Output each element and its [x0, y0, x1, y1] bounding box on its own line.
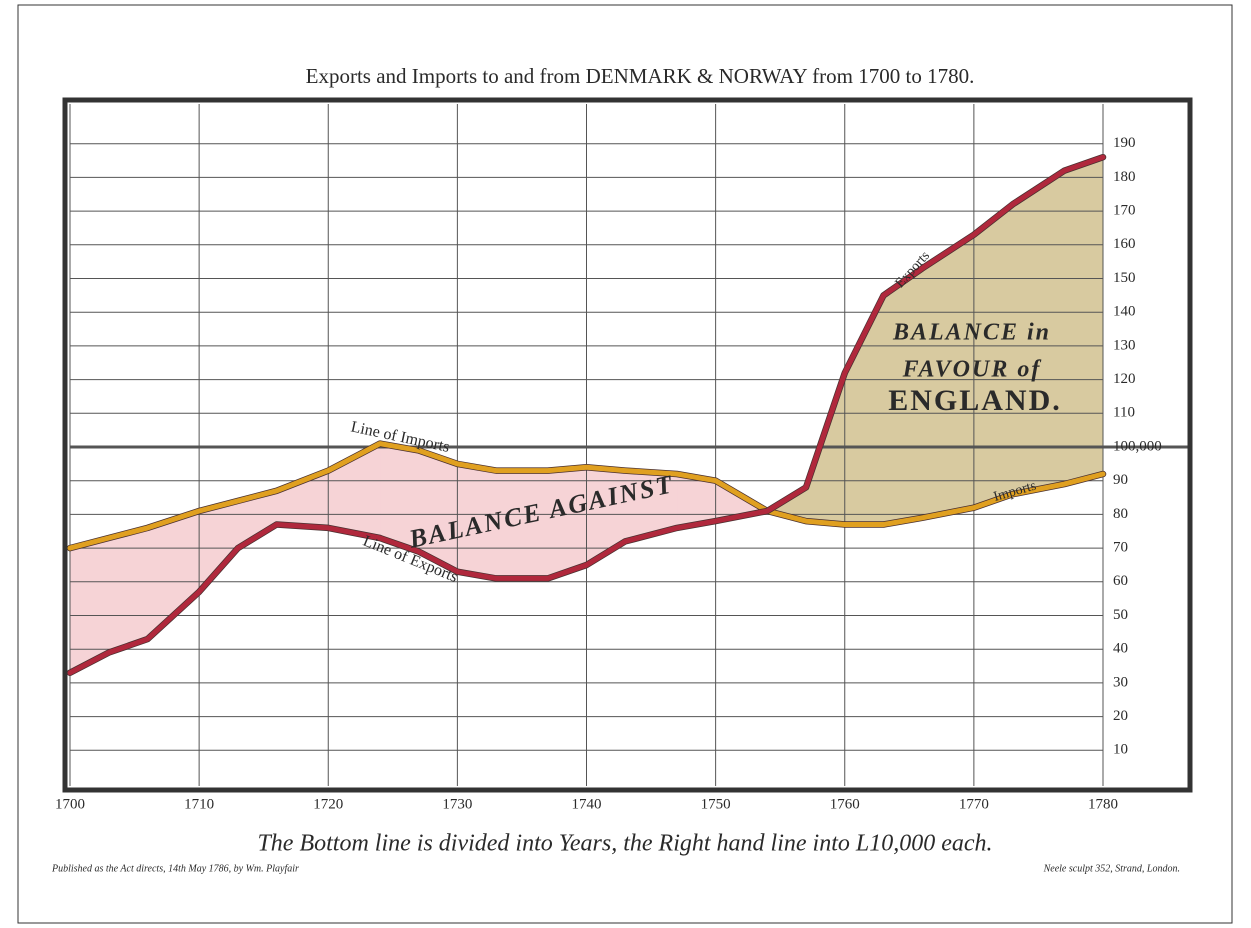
- plot-frame: [62, 97, 1193, 793]
- outer-border: [17, 4, 1233, 924]
- x-tick-label: 1700: [55, 796, 85, 812]
- y-tick-label: 170: [1113, 203, 1136, 219]
- engraver: Neele sculpt 352, Strand, London.: [1043, 863, 1180, 874]
- x-tick-label: 1780: [1088, 796, 1118, 812]
- y-tick-label: 10: [1113, 742, 1128, 758]
- publisher: Published as the Act directs, 14th May 1…: [51, 863, 299, 874]
- x-tick-label: 1710: [184, 796, 214, 812]
- y-tick-label: 190: [1113, 135, 1136, 151]
- y-tick-label: 110: [1113, 405, 1135, 421]
- x-tick-label: 1770: [959, 796, 989, 812]
- y-tick-label: 120: [1113, 371, 1136, 387]
- y-tick-label: 140: [1113, 304, 1136, 320]
- balance-area: [1063, 156, 1104, 485]
- x-tick-label: 1760: [830, 796, 860, 812]
- y-tick-label: 100,000: [1113, 438, 1162, 454]
- y-tick-label: 160: [1113, 236, 1136, 252]
- y-tick-label: 150: [1113, 270, 1136, 286]
- x-tick-label: 1720: [313, 796, 343, 812]
- y-tick-label: 50: [1113, 607, 1128, 623]
- y-tick-label: 130: [1113, 337, 1136, 353]
- annotation: ENGLAND.: [888, 384, 1062, 417]
- chart-title: Exports and Imports to and from DENMARK …: [306, 64, 975, 88]
- x-tick-label: 1730: [442, 796, 472, 812]
- x-tick-label: 1750: [701, 796, 731, 812]
- caption: The Bottom line is divided into Years, t…: [257, 831, 992, 857]
- x-tick-label: 1740: [572, 796, 602, 812]
- y-tick-label: 90: [1113, 472, 1128, 488]
- y-tick-label: 80: [1113, 506, 1128, 522]
- annotation: FAVOUR of: [902, 357, 1042, 383]
- series-line: [67, 154, 1106, 676]
- y-tick-label: 20: [1113, 708, 1128, 724]
- annotation: BALANCE in: [892, 320, 1051, 346]
- series-line: [67, 441, 1106, 551]
- balance-area: [108, 527, 148, 654]
- y-tick-label: 180: [1113, 169, 1136, 185]
- y-tick-label: 30: [1113, 674, 1128, 690]
- y-tick-label: 40: [1113, 641, 1128, 657]
- y-tick-label: 70: [1113, 540, 1128, 556]
- y-tick-label: 60: [1113, 573, 1128, 589]
